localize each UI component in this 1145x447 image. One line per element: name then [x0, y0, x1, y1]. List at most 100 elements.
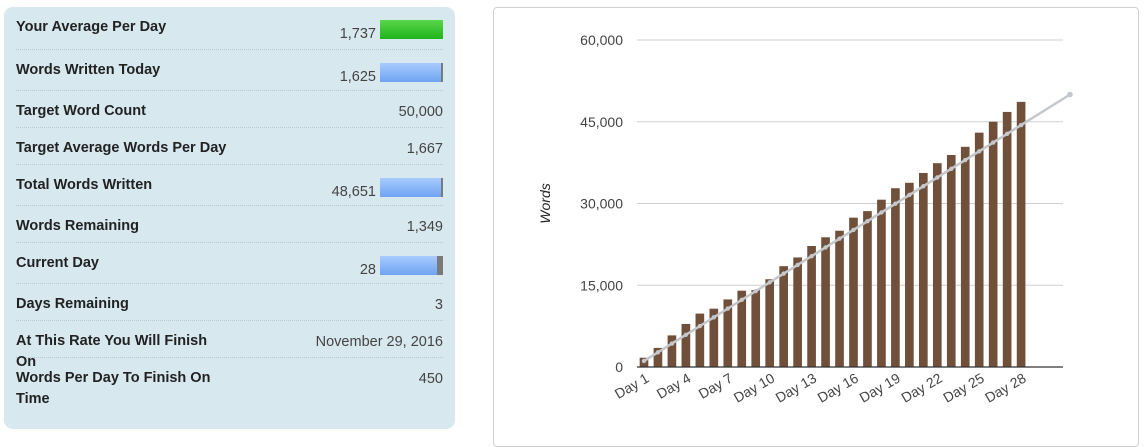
target-point	[990, 140, 996, 145]
bar	[807, 246, 816, 367]
x-tick-label: Day 10	[731, 370, 778, 406]
progress-bar	[380, 178, 443, 197]
target-point	[1004, 131, 1010, 137]
y-axis-label: Words	[537, 183, 553, 223]
stat-label: At This Rate You Will Finish On	[16, 333, 208, 370]
y-tick-label: 60,000	[580, 32, 623, 48]
stat-row: Words Per Day To Finish On Time 450	[16, 358, 443, 428]
target-point	[697, 323, 703, 329]
y-tick-label: 45,000	[580, 114, 623, 130]
bar	[695, 313, 705, 367]
stat-row: Days Remaining 3	[16, 284, 443, 321]
x-tick-label: Day 28	[982, 370, 1029, 406]
bar	[835, 230, 844, 367]
target-point	[921, 184, 926, 189]
progress-bar	[380, 256, 443, 275]
target-end-point	[1067, 91, 1073, 98]
stat-row: Total Words Written 48,651	[16, 165, 443, 206]
progress-bar-remainder	[437, 256, 443, 275]
stat-label: Your Average Per Day	[16, 19, 167, 35]
bar	[779, 266, 788, 367]
x-tick-label: Day 25	[940, 370, 987, 406]
stat-value: 3	[434, 297, 443, 313]
target-point	[935, 175, 940, 180]
stat-label: Current Day	[16, 255, 99, 271]
target-point	[837, 236, 842, 241]
progress-bar-fill	[380, 20, 443, 39]
x-tick-label: Day 4	[654, 370, 694, 402]
bar	[765, 279, 775, 367]
target-point	[641, 358, 647, 364]
stat-row: Words Written Today 1,625	[16, 50, 443, 91]
target-point	[879, 210, 884, 215]
progress-bar-fill	[380, 63, 441, 82]
bar	[849, 217, 858, 367]
bar	[667, 335, 677, 367]
progress-bar	[380, 20, 443, 39]
bar	[709, 308, 719, 367]
stat-label: Words Per Day To Finish On Time	[16, 370, 211, 407]
target-point	[725, 306, 730, 311]
stat-label: Words Written Today	[16, 62, 161, 78]
target-point	[711, 315, 717, 320]
bar	[723, 299, 733, 367]
target-point	[949, 166, 954, 171]
target-point	[963, 157, 968, 163]
stat-value: November 29, 2016	[315, 334, 443, 350]
bar	[821, 237, 830, 367]
target-point	[767, 280, 772, 285]
bar	[918, 172, 928, 367]
x-tick-label: Day 22	[898, 370, 945, 406]
target-point	[893, 201, 898, 206]
progress-chart-panel: 0 15,000 30,000 45,000 60,000 Words Day 1 Day 4…	[493, 7, 1139, 447]
y-tick-label: 15,000	[580, 277, 623, 293]
progress-bar-remainder	[441, 178, 443, 197]
bar	[751, 290, 761, 367]
stat-row: Target Average Words Per Day 1,667	[16, 128, 443, 165]
target-point	[851, 227, 856, 233]
stat-row: Your Average Per Day 1,737	[16, 7, 443, 50]
bar	[737, 290, 747, 367]
bar	[1016, 101, 1026, 367]
bar	[988, 121, 998, 367]
bar	[653, 347, 663, 367]
target-point	[683, 332, 689, 337]
bar	[681, 323, 691, 367]
stat-value: 1,737	[339, 26, 376, 42]
target-point	[669, 341, 675, 346]
target-point	[1018, 122, 1024, 128]
bar	[863, 211, 872, 367]
bar	[891, 188, 900, 367]
x-tick-label: Day 7	[696, 370, 736, 402]
stat-row: Words Remaining 1,349	[16, 206, 443, 243]
progress-bar-fill	[380, 178, 441, 197]
target-point	[739, 297, 744, 303]
target-point	[907, 192, 912, 198]
stat-value: 50,000	[398, 104, 443, 120]
stat-value: 450	[418, 371, 443, 387]
bar	[960, 146, 970, 367]
y-tick-label: 0	[615, 359, 623, 375]
stat-value: 48,651	[331, 184, 376, 200]
target-point	[781, 271, 786, 276]
target-point	[976, 149, 982, 154]
bar	[932, 163, 942, 367]
progress-bar-remainder	[441, 63, 443, 82]
stats-panel: Your Average Per Day 1,737 Words Written T…	[4, 7, 455, 429]
x-tick-label: Day 19	[856, 370, 903, 406]
target-point	[795, 262, 800, 268]
stat-label: Target Average Words Per Day	[16, 140, 227, 156]
stat-label: Words Remaining	[16, 218, 139, 234]
x-tick-label: Day 16	[815, 370, 862, 406]
stat-row: Current Day 28	[16, 243, 443, 284]
stat-value: 1,349	[406, 219, 443, 235]
stat-label: Days Remaining	[16, 296, 129, 312]
target-point	[809, 253, 814, 259]
progress-bar	[380, 63, 443, 82]
target-point	[865, 218, 870, 224]
stat-label: Target Word Count	[16, 103, 146, 119]
x-tick-label: Day 13	[773, 370, 820, 406]
stat-row: Target Word Count 50,000	[16, 91, 443, 128]
stat-value: 1,625	[339, 69, 376, 85]
